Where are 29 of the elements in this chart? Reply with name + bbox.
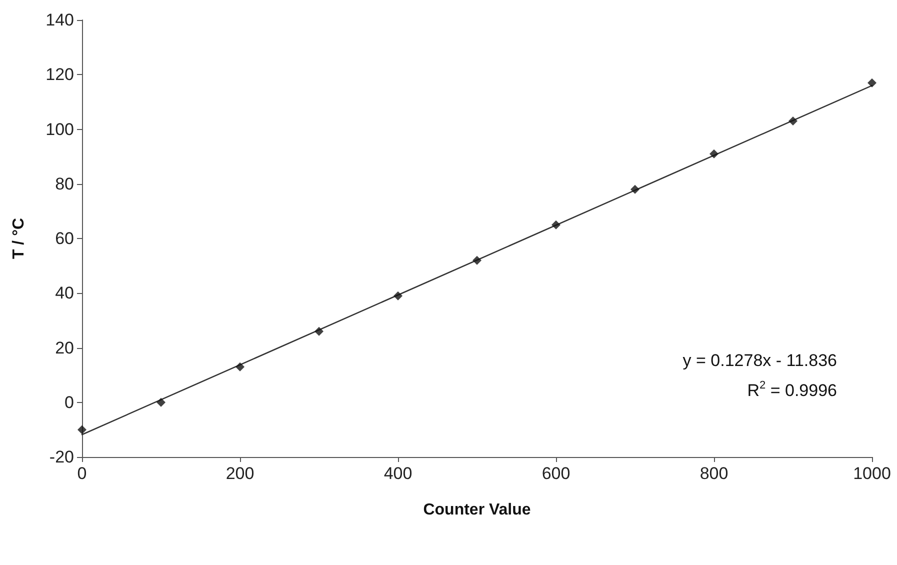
point xyxy=(314,326,324,336)
point xyxy=(552,220,560,230)
point xyxy=(630,184,640,194)
x-tick-label: 0 xyxy=(77,464,87,483)
point xyxy=(868,78,876,88)
point xyxy=(472,256,482,265)
y-tick-label: 40 xyxy=(55,284,74,303)
y-tick-label: 20 xyxy=(55,338,74,358)
point xyxy=(156,398,166,407)
x-tick-label: 600 xyxy=(542,464,570,483)
y-tick-label: 60 xyxy=(55,229,74,248)
x-tick-label: 200 xyxy=(226,464,254,483)
annotation: y = 0.1278x - 11.836 xyxy=(682,351,838,370)
point xyxy=(788,116,798,126)
x-tick-label: 800 xyxy=(700,464,728,483)
y-tick-label: 120 xyxy=(46,65,74,84)
x-tick-label: 400 xyxy=(384,464,412,483)
x-axis-title: Counter Value xyxy=(423,502,531,518)
y-axis-title: T / °C xyxy=(10,218,28,260)
point xyxy=(710,149,718,158)
y-tick-label: 80 xyxy=(55,174,74,194)
y-tick-label: 100 xyxy=(46,120,74,139)
y-tick-label: 140 xyxy=(46,10,74,30)
point xyxy=(394,291,402,300)
point xyxy=(236,362,244,372)
y-tick-label: 0 xyxy=(64,392,74,412)
point xyxy=(78,425,86,434)
y-tick-label: -20 xyxy=(49,448,74,466)
x-tick-label: 1000 xyxy=(853,464,891,483)
